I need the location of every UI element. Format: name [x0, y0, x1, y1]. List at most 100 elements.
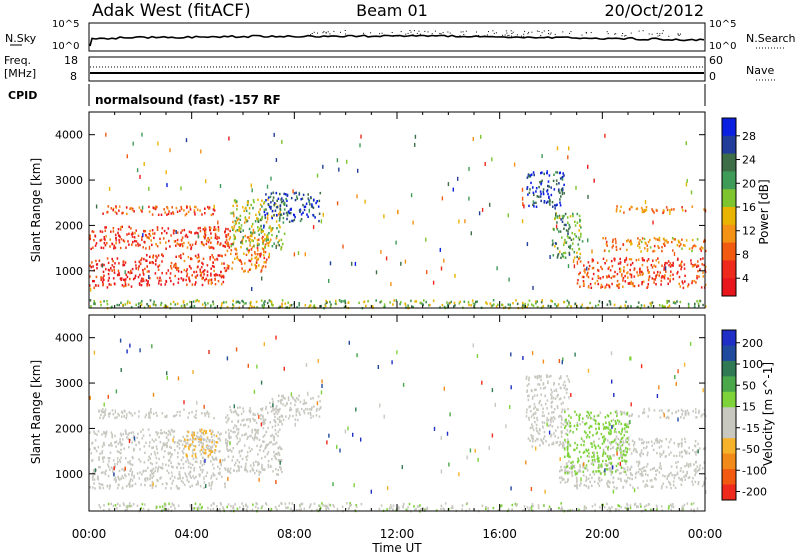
velocity-cell-1491 — [564, 470, 566, 473]
velocity-cell-1540 — [607, 448, 609, 452]
velocity-cell-219 — [169, 477, 172, 480]
power-cell-320 — [265, 261, 267, 264]
nsearch-dot-52 — [391, 32, 393, 33]
velocity-cell-123 — [194, 460, 197, 463]
velocity-cell-759 — [234, 409, 236, 412]
power-cell-624 — [184, 235, 187, 238]
velocity-cell-888 — [239, 454, 242, 458]
power-cell-828 — [259, 218, 262, 222]
power-cell-2090 — [105, 132, 107, 137]
velocity-cell-944 — [287, 398, 290, 401]
power-cell-1857 — [380, 300, 383, 303]
velocity-cell-828 — [249, 411, 251, 414]
velocity-cell-2065 — [186, 435, 188, 438]
velocity-cell-1238 — [608, 461, 611, 464]
velocity-cell-1048 — [556, 406, 559, 410]
power-cell-892 — [278, 230, 280, 233]
velocity-cell-1776 — [594, 447, 597, 450]
power-cell-605 — [195, 231, 198, 234]
velocity-cell-537 — [165, 436, 168, 439]
power-cell-788 — [255, 213, 257, 217]
nsearch-dot-46 — [614, 33, 616, 35]
power-cell-686 — [167, 212, 170, 216]
power-cell-1919 — [453, 301, 456, 305]
power-cell-1099 — [563, 192, 565, 195]
power-cell-1340 — [601, 267, 603, 271]
power-cell-1874 — [534, 300, 537, 303]
velocity-cell-2430 — [235, 347, 238, 352]
velocity-cell-2155 — [285, 506, 287, 509]
power-cell-905 — [245, 206, 247, 210]
velocity-cell-1310 — [653, 477, 656, 480]
velocity-cell-525 — [183, 447, 185, 451]
power-cell-1399 — [597, 282, 600, 286]
power-cell-1781 — [474, 303, 476, 306]
power-cell-669 — [189, 208, 192, 211]
velocity-cell-2568 — [510, 486, 512, 491]
velocity-cell-1921 — [613, 439, 616, 442]
velocity-cell-276 — [98, 482, 101, 485]
velocity-cell-1792 — [601, 436, 604, 439]
velocity-cell-852 — [237, 419, 240, 422]
nsky-trace — [89, 30, 705, 47]
velocity-cell-1438 — [586, 469, 589, 472]
power-cell-95 — [130, 285, 133, 288]
velocity-cell-2263 — [239, 506, 241, 509]
velocity-cell-1103 — [553, 408, 556, 411]
power-cell-5 — [129, 277, 131, 281]
power-cell-1266 — [676, 272, 678, 275]
velocity-cell-666 — [237, 420, 239, 424]
power-cell-1241 — [629, 268, 631, 272]
power-cell-1683 — [693, 305, 696, 308]
power-cell-1664 — [393, 299, 395, 302]
power-cell-1917 — [625, 300, 627, 304]
velocity-cell-713 — [273, 408, 276, 411]
velocity-cell-2037 — [194, 455, 197, 458]
power-cell-1199 — [563, 223, 566, 227]
velocity-cell-2550 — [570, 393, 572, 397]
power-cell-1811 — [491, 304, 494, 307]
velocity-cell-1942 — [612, 424, 615, 427]
nsearch-dot-85 — [333, 30, 335, 32]
power-cell-2103 — [213, 204, 215, 209]
velocity-cell-2408 — [561, 508, 564, 511]
power-cell-867 — [253, 200, 255, 204]
velocity-cell-1146 — [546, 375, 548, 378]
velocity-cell-488 — [151, 438, 154, 441]
power-cell-1680 — [581, 303, 584, 306]
power-cell-498 — [156, 245, 159, 248]
velocity-cell-857 — [228, 417, 230, 420]
power-cell-977 — [298, 193, 301, 196]
power-cell-1583 — [606, 244, 608, 247]
velocity-cell-950 — [295, 414, 298, 417]
power-cell-928 — [279, 207, 281, 211]
velocity-cell-736 — [258, 438, 261, 442]
power-cell-1566 — [658, 236, 661, 240]
power-cell-181 — [191, 283, 194, 286]
power-cell-1806 — [490, 304, 493, 308]
power-cell-1047 — [547, 180, 550, 183]
velocity-cell-2418 — [164, 505, 166, 508]
power-cell-505 — [197, 227, 200, 230]
velocity-cell-1680 — [668, 416, 670, 420]
power-cell-366 — [227, 267, 230, 270]
power-cell-1152 — [565, 241, 568, 244]
nsearch-dot-88 — [538, 31, 540, 32]
power-cell-580 — [208, 245, 210, 249]
power-cell-1777 — [471, 299, 474, 302]
power-cell-1253 — [591, 277, 594, 280]
power-cell-270 — [220, 254, 222, 257]
velocity-cell-870 — [263, 468, 266, 471]
velocity-cell-1367 — [623, 470, 625, 473]
power-cell-1748 — [404, 303, 407, 306]
power-cell-492 — [207, 240, 210, 244]
nsearch-dot-24 — [543, 30, 545, 32]
velocity-cell-1129 — [532, 412, 535, 416]
velocity-cell-2525 — [630, 356, 632, 361]
velocity-cell-1635 — [679, 451, 681, 454]
power-cell-831 — [250, 231, 252, 234]
power-cell-1326 — [611, 265, 614, 268]
velocity-cell-775 — [255, 460, 257, 463]
velocity-cell-915 — [293, 398, 296, 402]
